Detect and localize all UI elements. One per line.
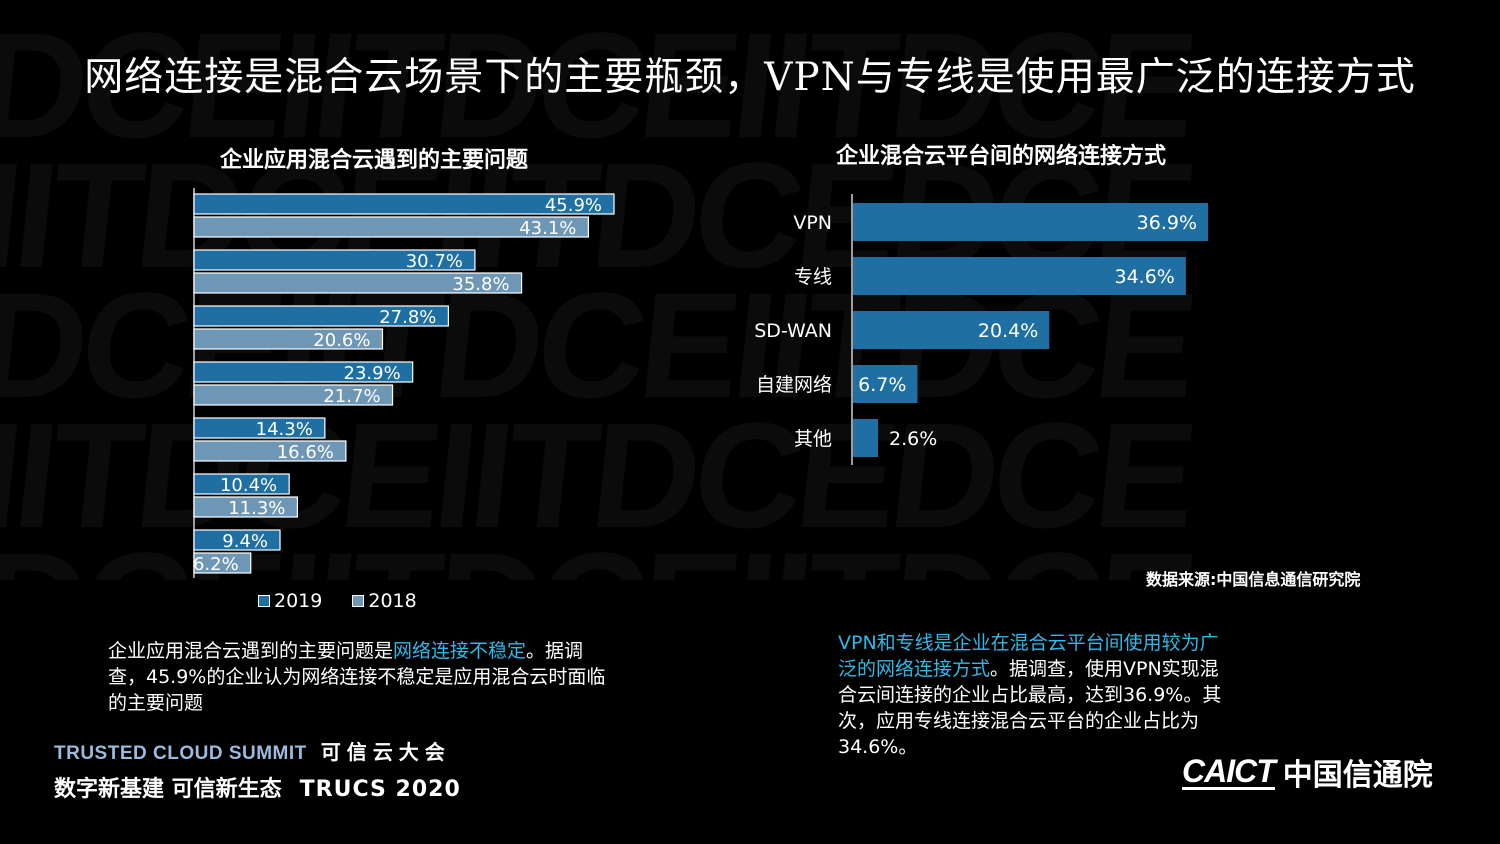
data-label-2019: 23.9% [344, 363, 401, 384]
caict-branding: CAICT 中国信通院 [1182, 750, 1433, 794]
connection-methods-bar-chart: VPN 36.9% 专线 34.6% SD-WAN 20.4% 自建网络 6.7% 其他 2.6% [754, 194, 1208, 465]
bar-2019 [193, 417, 326, 439]
left-note-highlight: 网络连接不稳定 [393, 640, 527, 662]
data-label-2019: 27.8% [379, 307, 436, 328]
left-chart-title: 企业应用混合云遇到的主要问题 [220, 148, 529, 173]
bar-2019 [193, 361, 414, 383]
data-label-2019: 45.9% [545, 195, 602, 216]
left-note-text-2: 。据调查，45.9%的企业认为网络连接不稳定是应用混合云时面临的主要问题 [108, 640, 606, 714]
data-label: 20.4% [978, 320, 1038, 342]
bar-2018 [193, 440, 347, 462]
legend-swatch-2019 [258, 595, 270, 607]
bar-2018 [193, 328, 384, 350]
bar-2019 [193, 305, 449, 327]
right-note-highlight: VPN和专线是企业在混合云平台间使用较为广泛的网络连接方式 [838, 632, 1219, 680]
right-note: VPN和专线是企业在混合云平台间使用较为广泛的网络连接方式。据调查，使用VPN实… [838, 630, 1228, 760]
bar-2018 [193, 384, 394, 406]
right-note-text: 。据调查，使用VPN实现混合云间连接的企业占比最高，达到36.9%。其次，应用专… [838, 658, 1222, 758]
bar-2 [853, 311, 1050, 349]
legend-label-2018: 2018 [368, 590, 417, 612]
data-label-2019: 14.3% [256, 419, 313, 440]
data-label-2018: 11.3% [228, 498, 285, 519]
bar-4 [853, 419, 879, 457]
bar-2019 [193, 249, 476, 271]
left-note: 企业应用混合云遇到的主要问题是网络连接不稳定。据调查，45.9%的企业认为网络连… [108, 638, 618, 716]
data-label-2018: 6.2% [193, 554, 239, 575]
summit-english-name: TRUSTED CLOUD SUMMIT [54, 743, 307, 764]
caict-logo: CAICT [1182, 752, 1276, 790]
caict-chinese-name: 中国信通院 [1282, 758, 1433, 793]
bar-2018 [193, 496, 298, 518]
legend-item-2018: 2018 [352, 590, 417, 612]
bar-2018 [193, 216, 589, 238]
data-label-2019: 9.4% [222, 531, 268, 552]
left-note-text-1: 企业应用混合云遇到的主要问题是 [108, 640, 394, 662]
data-label-2018: 16.6% [277, 442, 334, 463]
data-source: 数据来源:中国信息通信研究院 [1146, 570, 1361, 589]
category-label: 自建网络 [756, 374, 832, 396]
data-label: 36.9% [1137, 212, 1197, 234]
right-chart-title: 企业混合云平台间的网络连接方式 [836, 144, 1167, 169]
data-label: 2.6% [889, 428, 937, 450]
data-label-2018: 35.8% [452, 274, 509, 295]
problems-bar-chart: 45.9% 30.7% 27.8% 23.9% 14.3% 10.4% 9.4% 43.1% 3… [193, 188, 615, 578]
data-label: 6.7% [858, 374, 906, 396]
summit-slogan: 数字新基建 可信新生态 [54, 777, 282, 802]
bar-2019 [193, 473, 290, 495]
bar-1 [853, 257, 1186, 295]
trucs-year: TRUCS 2020 [299, 777, 461, 802]
bar-3 [853, 365, 918, 403]
chart-legend: 2019 2018 [258, 590, 417, 612]
summit-chinese-name: 可信云大会 [320, 740, 451, 764]
data-label: 34.6% [1115, 266, 1175, 288]
bar-2018 [193, 552, 252, 574]
legend-item-2019: 2019 [258, 590, 322, 612]
category-label: 专线 [794, 266, 832, 288]
bar-0 [853, 203, 1208, 241]
category-label: VPN [793, 212, 832, 234]
legend-label-2019: 2019 [274, 590, 323, 612]
data-label-2019: 10.4% [220, 475, 277, 496]
bar-2019 [193, 529, 281, 551]
data-label-2018: 21.7% [323, 386, 380, 407]
page-title: 网络连接是混合云场景下的主要瓶颈，VPN与专线是使用最广泛的连接方式 [84, 55, 1416, 100]
summit-branding: TRUSTED CLOUD SUMMIT 可信云大会 数字新基建 可信新生态 TRU… [54, 736, 461, 803]
data-label-2018: 20.6% [313, 330, 370, 351]
data-label-2018: 43.1% [519, 218, 576, 239]
category-label: SD-WAN [754, 320, 832, 342]
legend-swatch-2018 [352, 595, 365, 607]
data-label-2019: 30.7% [406, 251, 463, 272]
bar-2019 [193, 193, 615, 215]
bar-2018 [193, 272, 523, 294]
category-label: 其他 [794, 428, 832, 450]
